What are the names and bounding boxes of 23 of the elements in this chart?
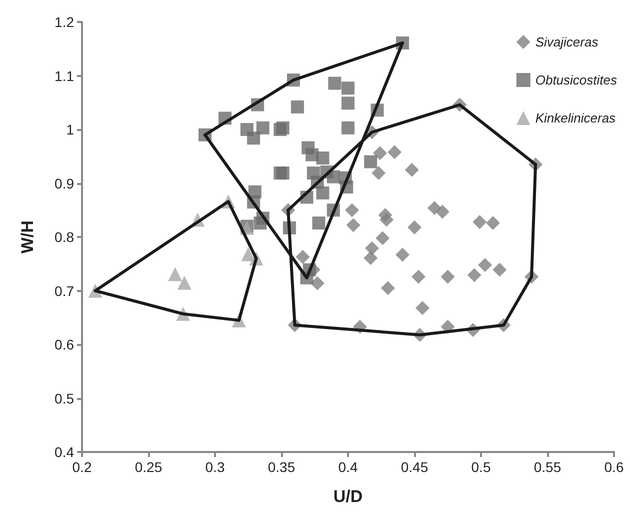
- x-tick-label: 0.45: [400, 459, 428, 475]
- y-axis-title: W/H: [18, 220, 37, 254]
- y-tick-label: 0.5: [54, 390, 74, 406]
- x-tick-label: 0.5: [471, 459, 491, 475]
- y-tick-label: 1.2: [54, 14, 74, 30]
- y-tick-label: 0.9: [54, 175, 74, 192]
- x-tick-label: 0.3: [205, 459, 225, 475]
- x-tick-label: 0.4: [338, 459, 358, 475]
- x-tick-label: 0.55: [534, 459, 562, 475]
- x-tick-label: 0.2: [72, 459, 92, 475]
- y-tick-label: 0.4: [54, 444, 74, 460]
- y-tick-label: 0.8: [54, 229, 74, 245]
- x-axis-title: U/D: [333, 487, 363, 506]
- legend-label: Obtusicostites: [535, 72, 618, 88]
- y-tick-label: 1: [66, 122, 74, 138]
- legend-label: Kinkeliniceras: [535, 110, 616, 126]
- y-tick-label: 0.6: [54, 336, 74, 352]
- y-tick-label: 0.7: [54, 282, 74, 299]
- x-tick-label: 0.25: [134, 459, 162, 475]
- y-tick-label: 1.1: [54, 68, 74, 84]
- x-tick-label: 0.6: [604, 459, 624, 475]
- x-tick-label: 0.35: [268, 459, 296, 475]
- legend-label: Sivajiceras: [535, 34, 599, 50]
